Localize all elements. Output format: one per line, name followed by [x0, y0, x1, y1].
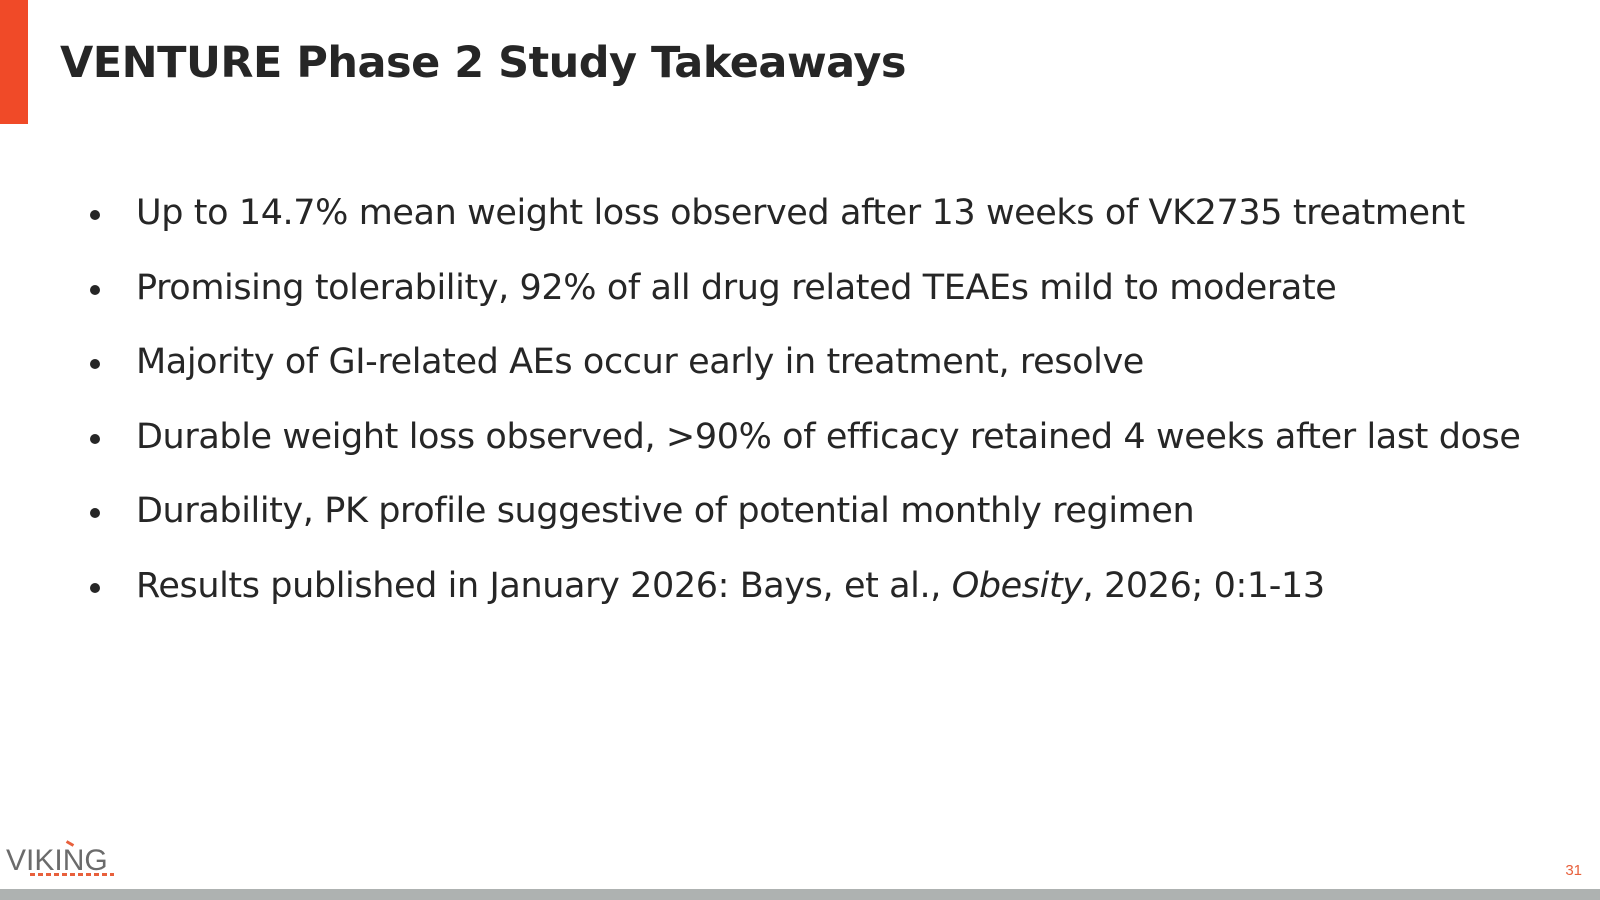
list-item: Durable weight loss observed, >90% of ef…: [90, 414, 1521, 489]
bullet-dot-icon: [90, 582, 100, 593]
list-item: Results published in January 2026: Bays,…: [90, 563, 1521, 638]
list-item: Durability, PK profile suggestive of pot…: [90, 488, 1521, 563]
bullet-text: Promising tolerability, 92% of all drug …: [136, 267, 1337, 308]
list-item: Majority of GI-related AEs occur early i…: [90, 339, 1521, 414]
viking-logo-icon: VIKING: [6, 840, 118, 878]
bullet-text: Durability, PK profile suggestive of pot…: [136, 491, 1195, 531]
bullet-text: Up to 14.7% mean weight loss observed af…: [136, 193, 1465, 233]
list-item: Up to 14.7% mean weight loss observed af…: [90, 190, 1521, 265]
accent-bar: [0, 0, 28, 124]
bullet-dot-icon: [90, 210, 100, 220]
bullet-text: Durable weight loss observed, >90% of ef…: [136, 416, 1521, 457]
journal-name: Obesity: [951, 565, 1083, 606]
footer-bar: [0, 889, 1600, 900]
page-number: 31: [1565, 862, 1582, 879]
citation-suffix: , 2026; 0:1-13: [1082, 565, 1326, 606]
bullet-text-citation: Results published in January 2026: Bays,…: [136, 563, 1325, 609]
bullet-list: Up to 14.7% mean weight loss observed af…: [90, 190, 1521, 637]
list-item: Promising tolerability, 92% of all drug …: [90, 265, 1521, 340]
logo-subtext: [30, 873, 114, 876]
bullet-dot-icon: [90, 433, 100, 444]
slide-title: VENTURE Phase 2 Study Takeaways: [60, 38, 907, 88]
citation-prefix: Results published in January 2026: Bays,…: [136, 565, 952, 606]
logo-wordmark: VIKING: [6, 844, 108, 877]
bullet-dot-icon: [90, 508, 100, 518]
bullet-dot-icon: [90, 359, 100, 369]
bullet-text: Majority of GI-related AEs occur early i…: [136, 342, 1144, 382]
bullet-dot-icon: [90, 284, 100, 295]
